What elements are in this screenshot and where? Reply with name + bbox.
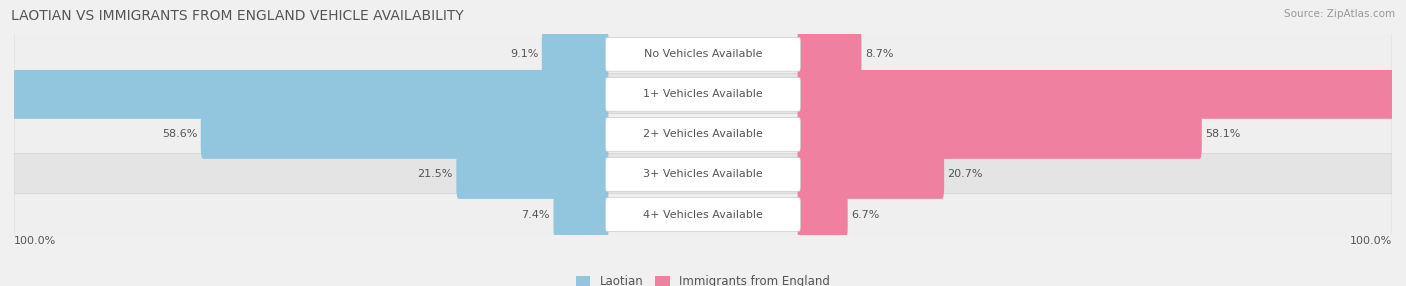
Text: 1+ Vehicles Available: 1+ Vehicles Available [643,90,763,99]
Text: LAOTIAN VS IMMIGRANTS FROM ENGLAND VEHICLE AVAILABILITY: LAOTIAN VS IMMIGRANTS FROM ENGLAND VEHIC… [11,9,464,23]
FancyBboxPatch shape [797,70,1406,119]
Text: 4+ Vehicles Available: 4+ Vehicles Available [643,210,763,219]
Text: 8.7%: 8.7% [865,49,893,59]
FancyBboxPatch shape [606,78,800,111]
FancyBboxPatch shape [457,150,609,199]
FancyBboxPatch shape [14,74,1392,115]
FancyBboxPatch shape [541,30,609,79]
Text: 6.7%: 6.7% [851,210,880,219]
Text: 58.1%: 58.1% [1205,130,1240,139]
FancyBboxPatch shape [554,190,609,239]
FancyBboxPatch shape [14,114,1392,155]
FancyBboxPatch shape [797,110,1202,159]
FancyBboxPatch shape [797,190,848,239]
FancyBboxPatch shape [0,70,609,119]
Text: No Vehicles Available: No Vehicles Available [644,49,762,59]
FancyBboxPatch shape [606,198,800,231]
Legend: Laotian, Immigrants from England: Laotian, Immigrants from England [571,270,835,286]
FancyBboxPatch shape [14,33,1392,75]
Text: 100.0%: 100.0% [1350,236,1392,246]
Text: 21.5%: 21.5% [418,170,453,179]
FancyBboxPatch shape [201,110,609,159]
FancyBboxPatch shape [14,194,1392,235]
Text: 3+ Vehicles Available: 3+ Vehicles Available [643,170,763,179]
FancyBboxPatch shape [606,158,800,191]
FancyBboxPatch shape [14,154,1392,195]
Text: 2+ Vehicles Available: 2+ Vehicles Available [643,130,763,139]
FancyBboxPatch shape [797,150,945,199]
Text: 58.6%: 58.6% [162,130,197,139]
FancyBboxPatch shape [797,30,862,79]
Text: 9.1%: 9.1% [510,49,538,59]
FancyBboxPatch shape [606,37,800,71]
FancyBboxPatch shape [606,118,800,151]
Text: Source: ZipAtlas.com: Source: ZipAtlas.com [1284,9,1395,19]
Text: 100.0%: 100.0% [14,236,56,246]
Text: 20.7%: 20.7% [948,170,983,179]
Text: 7.4%: 7.4% [522,210,550,219]
